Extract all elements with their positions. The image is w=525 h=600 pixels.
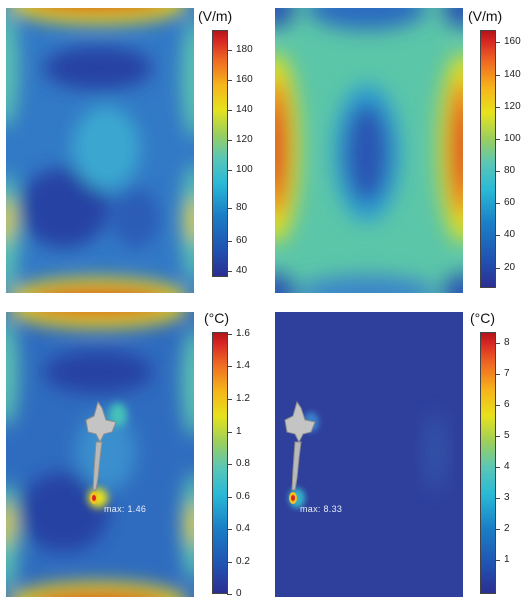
tick-label: 6 [495, 399, 510, 410]
tick-label: 180 [227, 44, 253, 55]
max-label: max: 1.46 [104, 504, 147, 514]
colorbar-gradient [480, 332, 496, 594]
colorbar-3: 1.6 1.4 1.2 1 0.8 0.6 0.4 0.2 0 [212, 329, 250, 599]
tick-label: 8 [495, 337, 510, 348]
tick-label: 0 [227, 588, 242, 599]
unit-label: (°C) [204, 310, 230, 326]
max-label: max: 8.33 [300, 504, 343, 514]
tick-label: 2 [495, 523, 510, 534]
unit-label: (°C) [470, 310, 496, 326]
colorbar-gradient [480, 30, 496, 288]
tick-label: 5 [495, 430, 510, 441]
unit-label: (V/m) [468, 8, 503, 24]
tick-label: 1 [495, 554, 510, 565]
tick-label: 120 [227, 134, 253, 145]
tick-label: 120 [495, 101, 521, 112]
tick-label: 1.2 [227, 393, 250, 404]
tick-label: 160 [227, 74, 253, 85]
tick-label: 3 [495, 492, 510, 503]
temperature-map-2 [275, 312, 463, 597]
tick-label: 80 [494, 165, 516, 176]
tick-label: 0.8 [227, 458, 250, 469]
colorbar-4: 8 7 6 5 4 3 2 1 [480, 332, 510, 594]
tick-label: 100 [227, 164, 253, 175]
tick-label: 0.4 [227, 523, 250, 534]
tick-label: 80 [226, 202, 248, 213]
tick-label: 1.4 [227, 360, 250, 371]
tick-label: 4 [495, 461, 510, 472]
tick-label: 60 [226, 235, 248, 246]
tick-label: 40 [226, 265, 248, 276]
tick-label: 0.2 [227, 556, 250, 567]
colorbar-1: 180 160 140 120 100 80 60 40 [212, 30, 253, 277]
e-field-map-1 [6, 8, 194, 293]
colorbar-2: 160 140 120 100 80 60 40 20 [480, 30, 521, 288]
colorbar-gradient [212, 332, 228, 594]
colorbar-gradient [212, 30, 228, 277]
implant-icon [284, 400, 316, 504]
tick-label: 140 [227, 104, 253, 115]
implant-icon [85, 400, 117, 504]
tick-label: 20 [494, 262, 516, 273]
tick-label: 1.6 [227, 328, 250, 339]
e-field-map-2 [275, 8, 463, 293]
tick-label: 100 [495, 133, 521, 144]
tick-label: 60 [494, 197, 516, 208]
tick-label: 1 [227, 426, 242, 437]
tick-label: 40 [494, 229, 516, 240]
tick-label: 7 [495, 368, 510, 379]
tick-label: 140 [495, 69, 521, 80]
tick-label: 160 [495, 36, 521, 47]
tick-label: 0.6 [227, 491, 250, 502]
unit-label: (V/m) [198, 8, 233, 24]
